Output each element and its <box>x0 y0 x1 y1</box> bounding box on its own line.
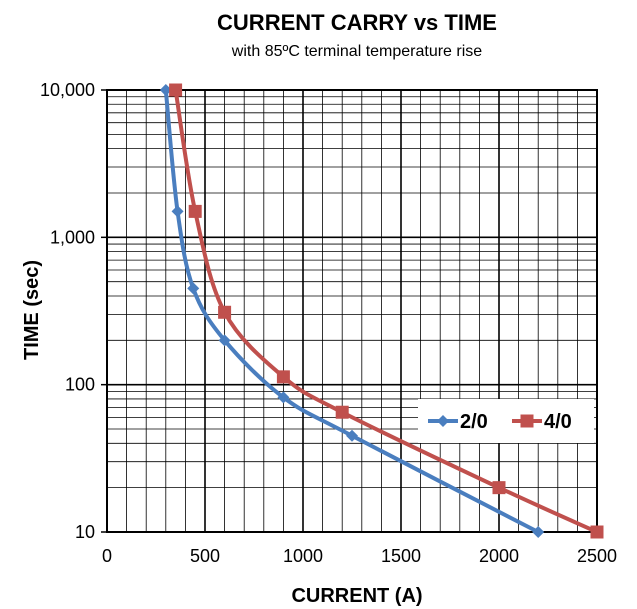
series-4-0-point <box>218 305 232 319</box>
y-axis-label: TIME (sec) <box>21 260 43 360</box>
x-axis-label: CURRENT (A) <box>291 585 422 607</box>
legend-label: 4/0 <box>544 411 572 433</box>
series-2-0-point <box>277 391 290 404</box>
legend-marker <box>437 415 449 427</box>
series-4-0-point <box>276 370 290 384</box>
series-layer <box>159 83 604 539</box>
legend-item-2-0: 2/0 <box>428 411 488 433</box>
legend-item-4-0: 4/0 <box>512 411 572 433</box>
x-tick-label: 2000 <box>479 546 519 566</box>
legend-marker <box>520 414 534 428</box>
plot-area-frame <box>106 89 598 533</box>
series-2-0-point <box>159 84 172 96</box>
x-tick-label: 2500 <box>577 546 617 566</box>
y-tick-label: 100 <box>65 375 95 395</box>
series-2-0-point <box>532 526 545 538</box>
series-4-0-point <box>590 525 604 539</box>
x-axis-ticks: 0 500 1000 1500 2000 2500 <box>102 546 617 566</box>
series-2-0 <box>159 84 545 538</box>
series-2-0-point <box>346 429 358 442</box>
y-tick-label: 1,000 <box>50 227 95 247</box>
series-2-0-point <box>218 334 231 347</box>
series-2-0-point <box>187 282 200 295</box>
series-4-0-point <box>492 481 506 495</box>
series-2-0-point <box>171 205 184 218</box>
x-tick-label: 500 <box>190 546 220 566</box>
y-axis-ticks: 10 100 1,000 10,000 <box>40 80 107 542</box>
series-4-0-point <box>188 204 202 218</box>
y-tick-label: 10,000 <box>40 80 95 100</box>
chart-subtitle: with 85ºC terminal temperature rise <box>231 43 482 60</box>
series-4-0-point <box>169 83 183 97</box>
series-4-0 <box>169 83 604 539</box>
series-4-0-point <box>335 405 349 419</box>
y-tick-label: 10 <box>75 522 95 542</box>
minor-gridlines <box>107 90 597 532</box>
x-tick-label: 1000 <box>283 546 323 566</box>
major-gridlines <box>107 90 597 532</box>
chart-title: CURRENT CARRY vs TIME <box>217 10 497 35</box>
series-4-0-line <box>173 88 599 534</box>
legend: 2/0 4/0 <box>418 399 594 443</box>
x-tick-label: 1500 <box>381 546 421 566</box>
legend-label: 2/0 <box>460 411 488 433</box>
x-tick-label: 0 <box>102 546 112 566</box>
